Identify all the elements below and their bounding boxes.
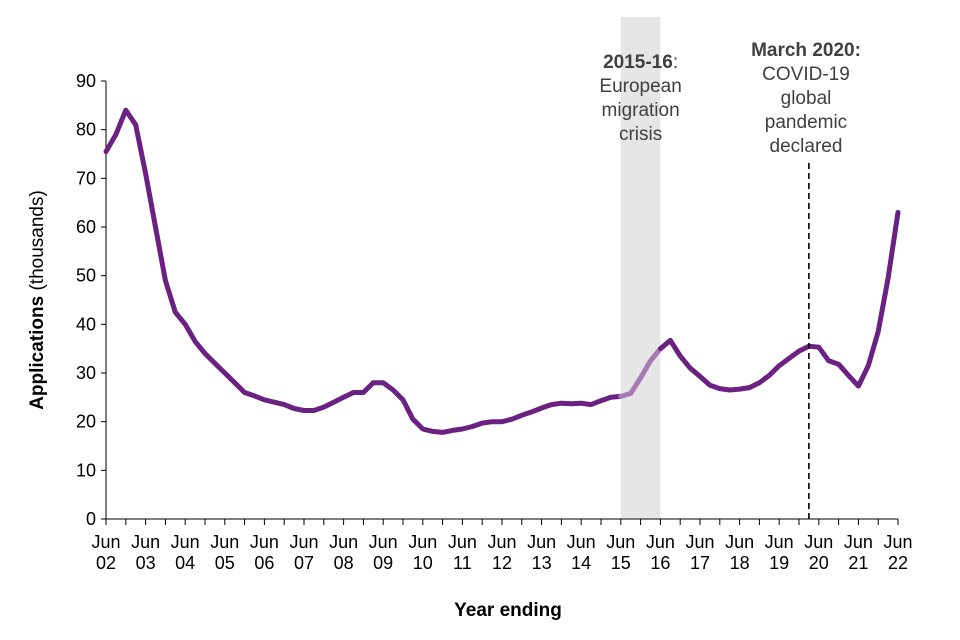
highlight-band-2015-16 [620,17,661,519]
annotations-layer: 2015-16: European migration crisis March 202… [599,40,861,519]
y-axis-title: Applications (thousands) [27,190,48,410]
x-tick-label-year-13: 13 [532,553,552,573]
x-tick-label-month-10: Jun [408,532,437,552]
x-tick-label-year-21: 21 [848,553,868,573]
annotation-migration-colon: : [673,52,678,73]
x-tick-label-year-15: 15 [611,553,631,573]
annotation-covid-heading: March 2020: [751,40,861,61]
series-line-highlighted [618,346,663,399]
annotation-covid-bold: March 2020: [751,40,861,61]
x-tick-label-month-03: Jun [131,532,160,552]
x-tick-label-month-11: Jun [448,532,477,552]
x-tick-label-year-08: 08 [334,553,354,573]
y-tick-label-70: 70 [76,168,96,188]
x-tick-label-year-11: 11 [453,553,472,573]
x-tick-label-year-12: 12 [492,553,512,573]
x-tick-label-month-19: Jun [765,532,794,552]
y-tick-label-20: 20 [76,412,96,432]
x-tick-label-month-13: Jun [527,532,556,552]
x-tick-label-year-18: 18 [730,553,750,573]
x-tick-label-year-19: 19 [769,553,789,573]
annotation-migration-bold: 2015-16 [603,52,673,73]
annotation-covid-line-1: global [781,88,832,109]
x-tick-label-month-09: Jun [369,532,398,552]
y-tick-label-50: 50 [76,266,96,286]
annotation-migration-line-2: crisis [619,124,662,145]
y-tick-label-80: 80 [76,120,96,140]
x-tick-label-month-22: Jun [883,532,912,552]
y-tick-label-10: 10 [76,460,96,480]
x-tick-label-month-17: Jun [685,532,714,552]
x-tick-label-month-06: Jun [250,532,279,552]
axes: 0102030405060708090Jun02Jun03Jun04Jun05J… [76,71,913,573]
series-line-part-2 [657,209,901,393]
y-tick-label-40: 40 [76,314,96,334]
x-tick-label-year-07: 07 [294,553,314,573]
y-tick-label-60: 60 [76,217,96,237]
x-tick-label-year-06: 06 [254,553,274,573]
series-line-part-1 [103,107,624,435]
highlight-band-layer [620,17,661,519]
x-tick-label-month-07: Jun [289,532,318,552]
x-tick-label-month-14: Jun [567,532,596,552]
x-axis-title: Year ending [454,600,562,621]
x-tick-label-year-14: 14 [571,553,591,573]
x-tick-label-year-16: 16 [650,553,670,573]
x-tick-label-year-10: 10 [413,553,433,573]
x-tick-label-year-04: 04 [175,553,195,573]
x-tick-label-year-03: 03 [136,553,156,573]
x-tick-label-year-05: 05 [215,553,235,573]
y-tick-label-30: 30 [76,363,96,383]
x-tick-label-month-02: Jun [91,532,120,552]
x-tick-label-month-15: Jun [606,532,635,552]
annotation-migration-line-0: European [599,76,681,97]
series-layer [103,107,901,435]
x-tick-label-month-18: Jun [725,532,754,552]
x-tick-label-month-04: Jun [171,532,200,552]
y-tick-label-0: 0 [86,509,96,529]
x-tick-label-year-20: 20 [809,553,829,573]
x-tick-label-month-05: Jun [210,532,239,552]
x-tick-label-month-21: Jun [844,532,873,552]
x-tick-label-year-17: 17 [690,553,710,573]
annotation-covid-line-2: pandemic [765,112,847,133]
x-tick-label-year-09: 09 [373,553,393,573]
annotation-migration-heading: 2015-16: [603,52,678,73]
y-axis-title-bold: Applications [27,296,48,410]
x-tick-label-month-12: Jun [487,532,516,552]
annotation-migration-line-1: migration [602,100,680,121]
y-axis-title-units: (thousands) [27,190,48,296]
x-tick-label-year-22: 22 [888,553,908,573]
annotation-covid-line-3: declared [770,136,843,157]
x-tick-label-year-02: 02 [96,553,116,573]
y-tick-label-90: 90 [76,71,96,91]
x-tick-label-month-20: Jun [804,532,833,552]
x-tick-label-month-08: Jun [329,532,358,552]
annotation-covid-line-0: COVID-19 [762,64,850,85]
x-tick-label-month-16: Jun [646,532,675,552]
